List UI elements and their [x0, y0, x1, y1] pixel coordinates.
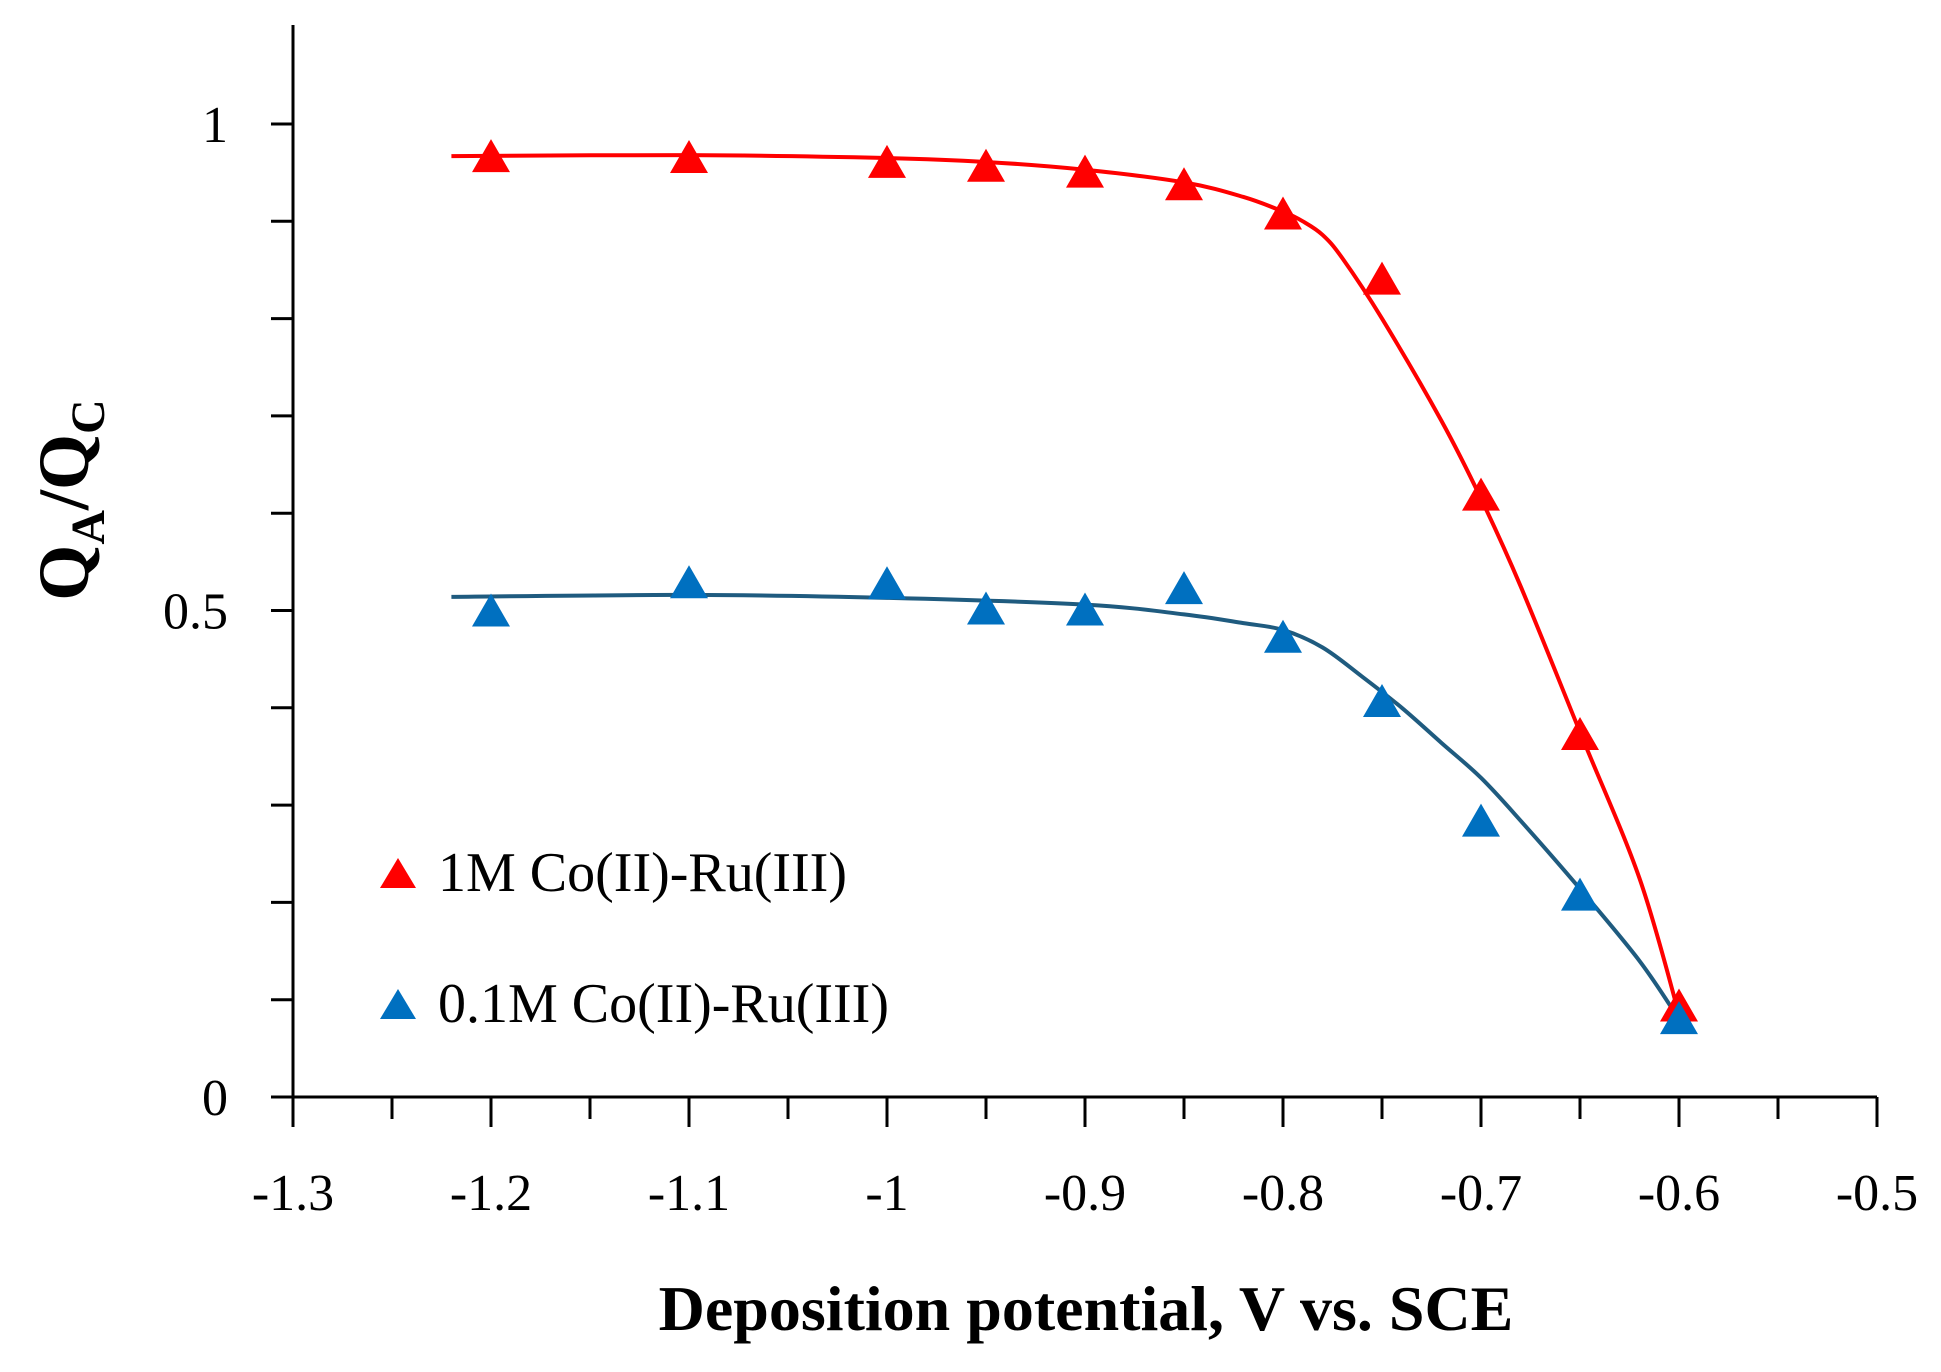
data-point-series-1 — [1066, 592, 1104, 626]
x-tick-label: -0.7 — [1440, 1165, 1522, 1222]
x-axis-ticks: -1.3 -1.2 -1.1 -1 -0.9 -0.8 -0.7 -0.6 -0.5 — [252, 1097, 1918, 1222]
x-tick-label: -0.5 — [1836, 1165, 1918, 1222]
fit-line-series-1 — [451, 592, 1681, 1021]
legend-marker-1m — [380, 858, 416, 888]
x-tick-label: -1.2 — [450, 1165, 532, 1222]
data-point-series-0 — [1462, 477, 1500, 511]
y-axis-title: QA/QC — [24, 399, 115, 600]
data-point-series-1 — [1165, 571, 1203, 605]
data-point-series-1 — [1264, 619, 1302, 653]
data-point-series-0 — [967, 148, 1005, 182]
data-point-series-0 — [1066, 154, 1104, 188]
y-axis-title-q2: Q — [24, 434, 104, 490]
y-axis-title-sub-c: C — [62, 399, 115, 434]
legend-item-1m: 1M Co(II)-Ru(III) — [380, 842, 847, 904]
legend-marker-0-1m — [380, 989, 416, 1019]
data-point-series-0 — [472, 139, 510, 173]
data-point-series-1 — [967, 591, 1005, 625]
y-axis-title-sub-a: A — [62, 510, 115, 545]
data-point-series-1 — [472, 593, 510, 627]
data-markers — [472, 139, 1698, 1035]
x-tick-label: -1.3 — [252, 1165, 334, 1222]
y-axis-ticks: 00.51 — [163, 97, 293, 1127]
data-point-series-0 — [1363, 261, 1401, 295]
x-tick-label: -1.1 — [648, 1165, 730, 1222]
y-tick-label: 1 — [202, 97, 228, 154]
legend-label-1m: 1M Co(II)-Ru(III) — [438, 842, 847, 904]
data-point-series-0 — [1264, 196, 1302, 230]
y-axis-title-q1: Q — [24, 545, 104, 601]
x-tick-label: -0.9 — [1044, 1165, 1126, 1222]
data-point-series-1 — [1462, 803, 1500, 837]
data-point-series-1 — [868, 566, 906, 600]
legend: 1M Co(II)-Ru(III) 0.1M Co(II)-Ru(III) — [380, 842, 889, 1035]
y-axis-title-slash: / — [24, 489, 104, 511]
data-point-series-0 — [868, 144, 906, 178]
x-tick-label: -1 — [865, 1165, 908, 1222]
legend-label-0-1m: 0.1M Co(II)-Ru(III) — [438, 973, 889, 1035]
data-point-series-1 — [1660, 1001, 1698, 1035]
y-tick-label: 0.5 — [163, 584, 228, 641]
data-point-series-0 — [670, 140, 708, 174]
legend-item-0-1m: 0.1M Co(II)-Ru(III) — [380, 973, 889, 1035]
data-point-series-0 — [1561, 717, 1599, 751]
x-tick-label: -0.6 — [1638, 1165, 1720, 1222]
x-axis-title: Deposition potential, V vs. SCE — [659, 1273, 1514, 1344]
data-point-series-1 — [1561, 877, 1599, 911]
x-tick-label: -0.8 — [1242, 1165, 1324, 1222]
data-point-series-0 — [1165, 167, 1203, 201]
data-point-series-1 — [670, 565, 708, 599]
data-point-series-1 — [1363, 683, 1401, 717]
y-tick-label: 0 — [202, 1070, 228, 1127]
